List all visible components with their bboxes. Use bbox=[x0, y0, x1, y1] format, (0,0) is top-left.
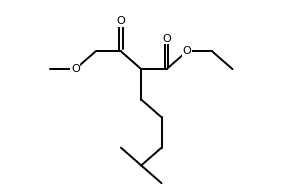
Text: O: O bbox=[117, 16, 125, 26]
Text: O: O bbox=[182, 46, 191, 56]
Text: O: O bbox=[162, 34, 171, 44]
Text: O: O bbox=[71, 64, 80, 74]
